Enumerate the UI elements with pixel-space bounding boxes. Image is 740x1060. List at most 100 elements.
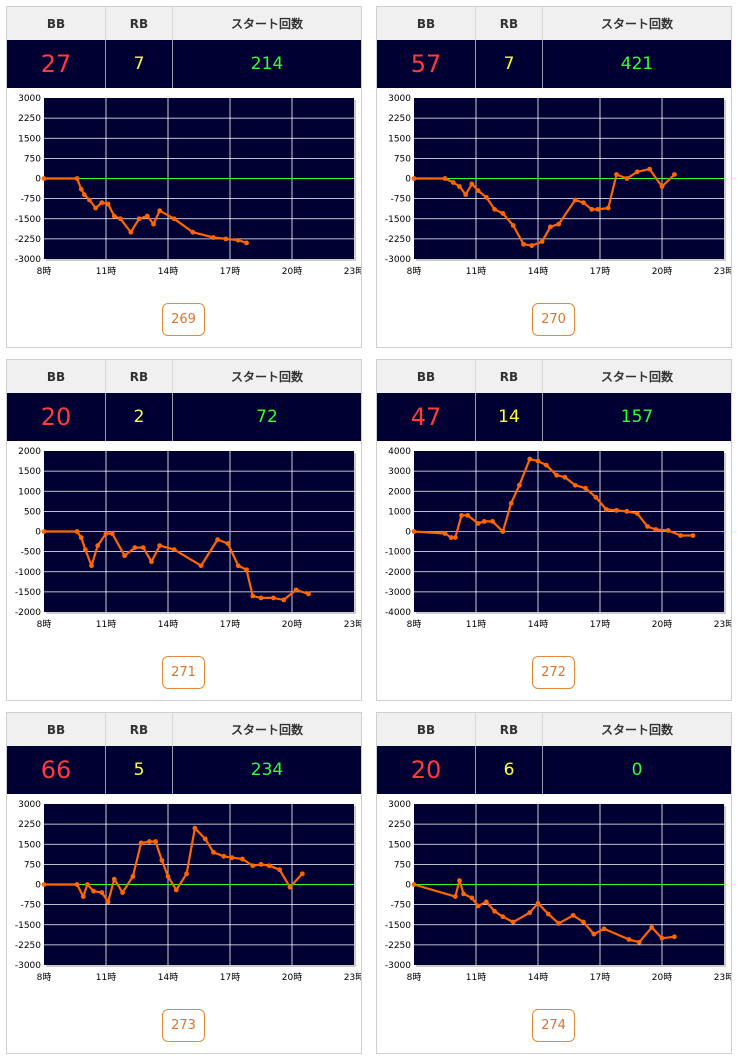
- data-point: [89, 563, 94, 569]
- x-tick-label: 23時: [714, 972, 731, 983]
- y-tick-label: 0: [35, 881, 41, 891]
- data-point: [500, 529, 506, 534]
- machine-card: BB RB スタート回数 20 2 72 2000 1500 1000 500 0 -500 -1000…: [6, 359, 362, 701]
- y-tick-label: 500: [24, 507, 41, 517]
- data-point: [190, 229, 196, 235]
- data-point: [634, 169, 640, 175]
- bb-header: BB: [7, 360, 106, 393]
- y-tick-label: -1500: [15, 215, 41, 225]
- y-tick-label: -1500: [15, 921, 41, 931]
- stats-header: BB RB スタート回数: [7, 713, 361, 747]
- bb-count: 66: [7, 746, 106, 794]
- y-tick-label: -750: [391, 901, 412, 911]
- y-tick-label: 750: [24, 154, 41, 164]
- y-tick-label: -750: [21, 901, 42, 911]
- x-tick-label: 17時: [220, 619, 240, 630]
- x-tick-label: 8時: [407, 266, 422, 277]
- bb-count: 20: [7, 393, 106, 441]
- y-tick-label: -2000: [15, 608, 41, 618]
- data-point: [105, 201, 111, 207]
- data-point: [517, 482, 522, 488]
- data-point: [258, 595, 264, 601]
- x-tick-label: 23時: [344, 266, 361, 277]
- x-tick-label: 17時: [590, 619, 610, 630]
- data-point: [572, 197, 578, 203]
- data-point: [452, 535, 458, 540]
- stats-values: 57 7 421: [377, 40, 731, 88]
- y-tick-label: -2250: [385, 235, 411, 245]
- data-point: [527, 456, 533, 462]
- data-point: [529, 243, 535, 248]
- data-point: [556, 221, 562, 227]
- rb-count: 14: [476, 393, 543, 441]
- data-point: [306, 591, 311, 597]
- rb-count: 7: [476, 40, 543, 88]
- y-tick-label: -3000: [385, 961, 411, 971]
- x-tick-label: 8時: [407, 619, 422, 630]
- y-tick-label: 750: [394, 860, 411, 870]
- x-tick-label: 14時: [528, 619, 548, 630]
- machine-number-button[interactable]: 269: [162, 303, 205, 336]
- data-point: [452, 894, 458, 899]
- x-tick-label: 23時: [714, 266, 731, 277]
- data-point: [111, 876, 117, 882]
- bb-header: BB: [7, 7, 106, 40]
- machine-number-button[interactable]: 273: [162, 1009, 205, 1042]
- data-point: [490, 519, 495, 524]
- x-tick-label: 23時: [714, 619, 731, 630]
- data-point: [581, 200, 586, 206]
- machine-number-button[interactable]: 270: [532, 303, 575, 336]
- data-point: [136, 216, 142, 222]
- y-tick-label: -2250: [15, 235, 41, 245]
- x-tick-label: 20時: [282, 266, 302, 277]
- data-point: [132, 545, 138, 550]
- y-tick-label: 1500: [18, 467, 41, 477]
- data-point: [672, 172, 677, 177]
- y-tick-label: 2250: [388, 820, 411, 830]
- y-tick-label: -3000: [15, 961, 41, 971]
- data-point: [572, 482, 578, 488]
- x-tick-label: 8時: [37, 972, 52, 983]
- bb-header: BB: [377, 360, 476, 393]
- data-point: [543, 462, 549, 468]
- data-point: [475, 521, 481, 526]
- data-point: [535, 900, 541, 906]
- start-count-header: スタート回数: [230, 370, 303, 384]
- x-tick-label: 11時: [96, 972, 116, 983]
- x-tick-label: 17時: [220, 266, 240, 277]
- x-tick-label: 23時: [344, 972, 361, 983]
- bb-count: 47: [377, 393, 476, 441]
- data-point: [109, 531, 115, 536]
- data-point: [601, 926, 607, 932]
- y-tick-label: 1000: [388, 507, 411, 517]
- data-point: [469, 181, 475, 187]
- machine-card: BB RB スタート回数 66 5 234 3000 2250 1500 750 0 -750 -150…: [6, 712, 362, 1054]
- y-tick-label: -1500: [385, 215, 411, 225]
- y-tick-label: 1500: [18, 840, 41, 850]
- data-point: [244, 567, 249, 573]
- data-point: [448, 535, 454, 540]
- data-point: [221, 853, 227, 859]
- rb-count: 6: [476, 746, 543, 794]
- rb-count: 2: [106, 393, 173, 441]
- x-tick-label: 11時: [96, 619, 116, 630]
- data-point: [411, 176, 417, 181]
- machine-number-button[interactable]: 271: [162, 656, 205, 689]
- rb-count: 7: [106, 40, 173, 88]
- data-point: [171, 547, 177, 553]
- data-point: [240, 856, 245, 862]
- y-tick-label: 0: [405, 175, 411, 185]
- machine-number-button[interactable]: 274: [532, 1009, 575, 1042]
- data-point: [184, 871, 190, 877]
- y-tick-label: 3000: [388, 94, 411, 104]
- data-point: [74, 529, 80, 534]
- y-tick-label: -750: [391, 195, 412, 205]
- machine-number-button[interactable]: 272: [532, 656, 575, 689]
- y-tick-label: 3000: [388, 800, 411, 810]
- data-point: [103, 531, 109, 536]
- data-point: [556, 921, 562, 926]
- data-point: [244, 240, 249, 246]
